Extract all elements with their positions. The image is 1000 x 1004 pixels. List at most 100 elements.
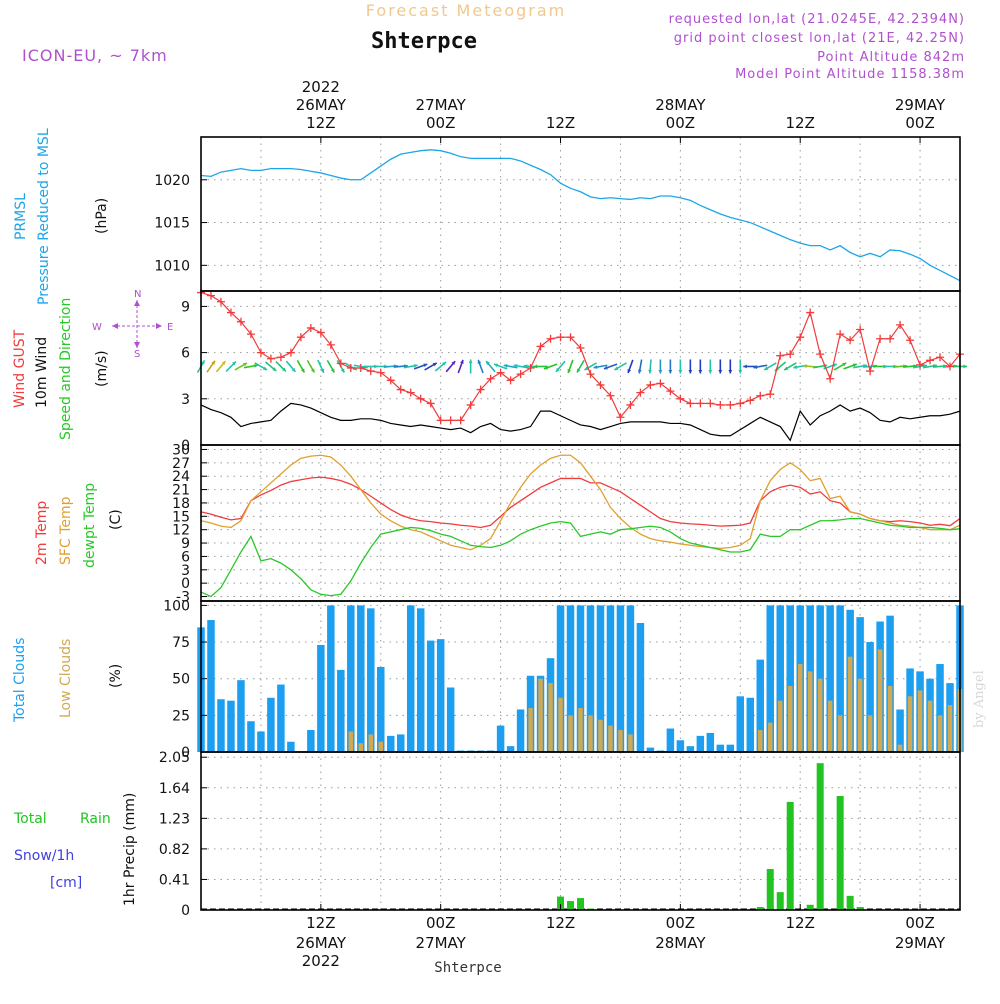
gust-marker xyxy=(566,333,575,342)
rain-bar xyxy=(577,898,584,910)
wind-arrowhead xyxy=(614,366,619,370)
low-cloud-bar xyxy=(548,683,553,752)
rain-bar xyxy=(856,907,864,910)
time-label-bottom: 28MAY xyxy=(655,934,706,952)
total-cloud-bar xyxy=(666,728,675,752)
wind-arrowhead xyxy=(593,365,598,369)
low-cloud-bar xyxy=(857,678,863,752)
total-cloud-bar xyxy=(357,605,365,752)
total-cloud-bar xyxy=(337,669,345,752)
wind-arrowhead xyxy=(698,369,703,374)
low-cloud-bar xyxy=(777,700,783,752)
tick-label-temp: 27 xyxy=(172,456,190,472)
time-label-top: 2022 xyxy=(302,78,340,96)
gust-marker xyxy=(236,317,245,326)
gust-marker xyxy=(366,367,375,376)
low-cloud-bar xyxy=(578,708,583,752)
tick-label-clouds: 25 xyxy=(172,708,190,724)
point-altitude: Point Altitude 842m xyxy=(817,50,965,65)
time-label-bottom: 12Z xyxy=(546,914,575,932)
wind-arrowhead xyxy=(627,369,632,374)
gust-marker xyxy=(356,364,365,372)
gust-marker xyxy=(616,413,625,422)
time-label-bottom: 2022 xyxy=(302,952,340,970)
gust-marker xyxy=(436,416,445,425)
total-cloud-bar xyxy=(726,744,735,752)
time-label-bottom: 26MAY xyxy=(296,934,347,952)
compass-rose: N S W E xyxy=(92,289,173,360)
time-label-bottom: 00Z xyxy=(905,914,934,932)
wind-arrowhead xyxy=(738,369,743,374)
gust-marker xyxy=(326,340,335,349)
tick-label-precip: 1.64 xyxy=(159,781,190,797)
gust-marker xyxy=(806,308,815,317)
time-label-top: 12Z xyxy=(546,114,575,132)
total-cloud-bar xyxy=(626,605,635,752)
total-cloud-bar xyxy=(217,699,225,752)
tick-label-temp: 9 xyxy=(181,536,190,552)
total-cloud-bar xyxy=(616,605,625,752)
tick-label-precip: 2.05 xyxy=(159,750,190,766)
label-rain: Rain xyxy=(80,811,111,827)
total-cloud-bar xyxy=(646,747,655,752)
wind-arrowhead xyxy=(533,364,538,369)
compass-w: W xyxy=(92,322,102,333)
time-label-bottom: 12Z xyxy=(306,914,335,932)
label-cm: [cm] xyxy=(50,875,82,891)
gust-marker xyxy=(386,376,395,385)
tick-label-temp: 0 xyxy=(181,576,190,592)
total-cloud-bar xyxy=(676,740,685,752)
wind-arrowhead xyxy=(243,362,248,367)
time-label-top: 00Z xyxy=(426,114,455,132)
low-cloud-bar xyxy=(378,741,384,752)
wind-arrowhead xyxy=(503,363,508,368)
wind-arrowhead xyxy=(637,369,642,374)
wind-arrowhead xyxy=(513,363,518,368)
wind-arrowhead xyxy=(340,368,345,373)
low-cloud-bar xyxy=(618,730,623,752)
low-cloud-bar xyxy=(348,731,354,752)
wind-arrowhead xyxy=(764,366,769,370)
label-prmsl: PRMSL xyxy=(13,193,29,240)
gust-marker xyxy=(786,350,795,359)
gust-marker xyxy=(826,374,835,383)
wind-arrowhead xyxy=(584,366,589,370)
total-cloud-bar xyxy=(696,735,705,752)
total-cloud-bar xyxy=(416,608,425,752)
gust-marker xyxy=(476,385,485,394)
gust-marker xyxy=(626,400,635,409)
chart-title: Forecast Meteogram xyxy=(366,1,566,20)
low-cloud-bar xyxy=(907,696,913,752)
wind-arrowhead xyxy=(442,361,447,366)
gust-marker xyxy=(526,364,535,372)
tick-label-precip: 0.41 xyxy=(159,872,190,888)
total-cloud-bar xyxy=(706,732,715,752)
total-cloud-bar xyxy=(267,697,275,752)
low-cloud-bar xyxy=(787,686,793,752)
gust-marker xyxy=(776,351,785,360)
total-cloud-bar xyxy=(886,615,894,752)
tick-label-temp: 24 xyxy=(172,469,190,485)
tick-label-wind: 6 xyxy=(181,346,190,362)
wind-line xyxy=(200,402,961,442)
gust-marker xyxy=(646,380,655,389)
low-cloud-bar xyxy=(837,715,843,752)
compass-n: N xyxy=(134,289,141,300)
gust-marker xyxy=(706,399,715,408)
label-low-clouds: Low Clouds xyxy=(58,639,74,718)
low-cloud-bar xyxy=(887,686,893,752)
time-label-bottom: 00Z xyxy=(666,914,695,932)
tick-label-pressure: 1020 xyxy=(154,173,190,189)
wind-arrowhead xyxy=(451,361,456,366)
time-label-top: 29MAY xyxy=(895,96,946,114)
gust-marker xyxy=(346,364,355,372)
gust-marker xyxy=(396,385,405,394)
wind-arrowhead xyxy=(494,363,498,368)
low-cloud-bar xyxy=(917,690,923,752)
wind-arrowhead xyxy=(842,362,847,367)
wind-arrowhead xyxy=(668,369,673,374)
wind-arrowhead xyxy=(543,365,548,370)
rain-bar xyxy=(836,795,844,910)
wind-arrowhead xyxy=(793,365,798,369)
gust-marker xyxy=(666,387,675,396)
